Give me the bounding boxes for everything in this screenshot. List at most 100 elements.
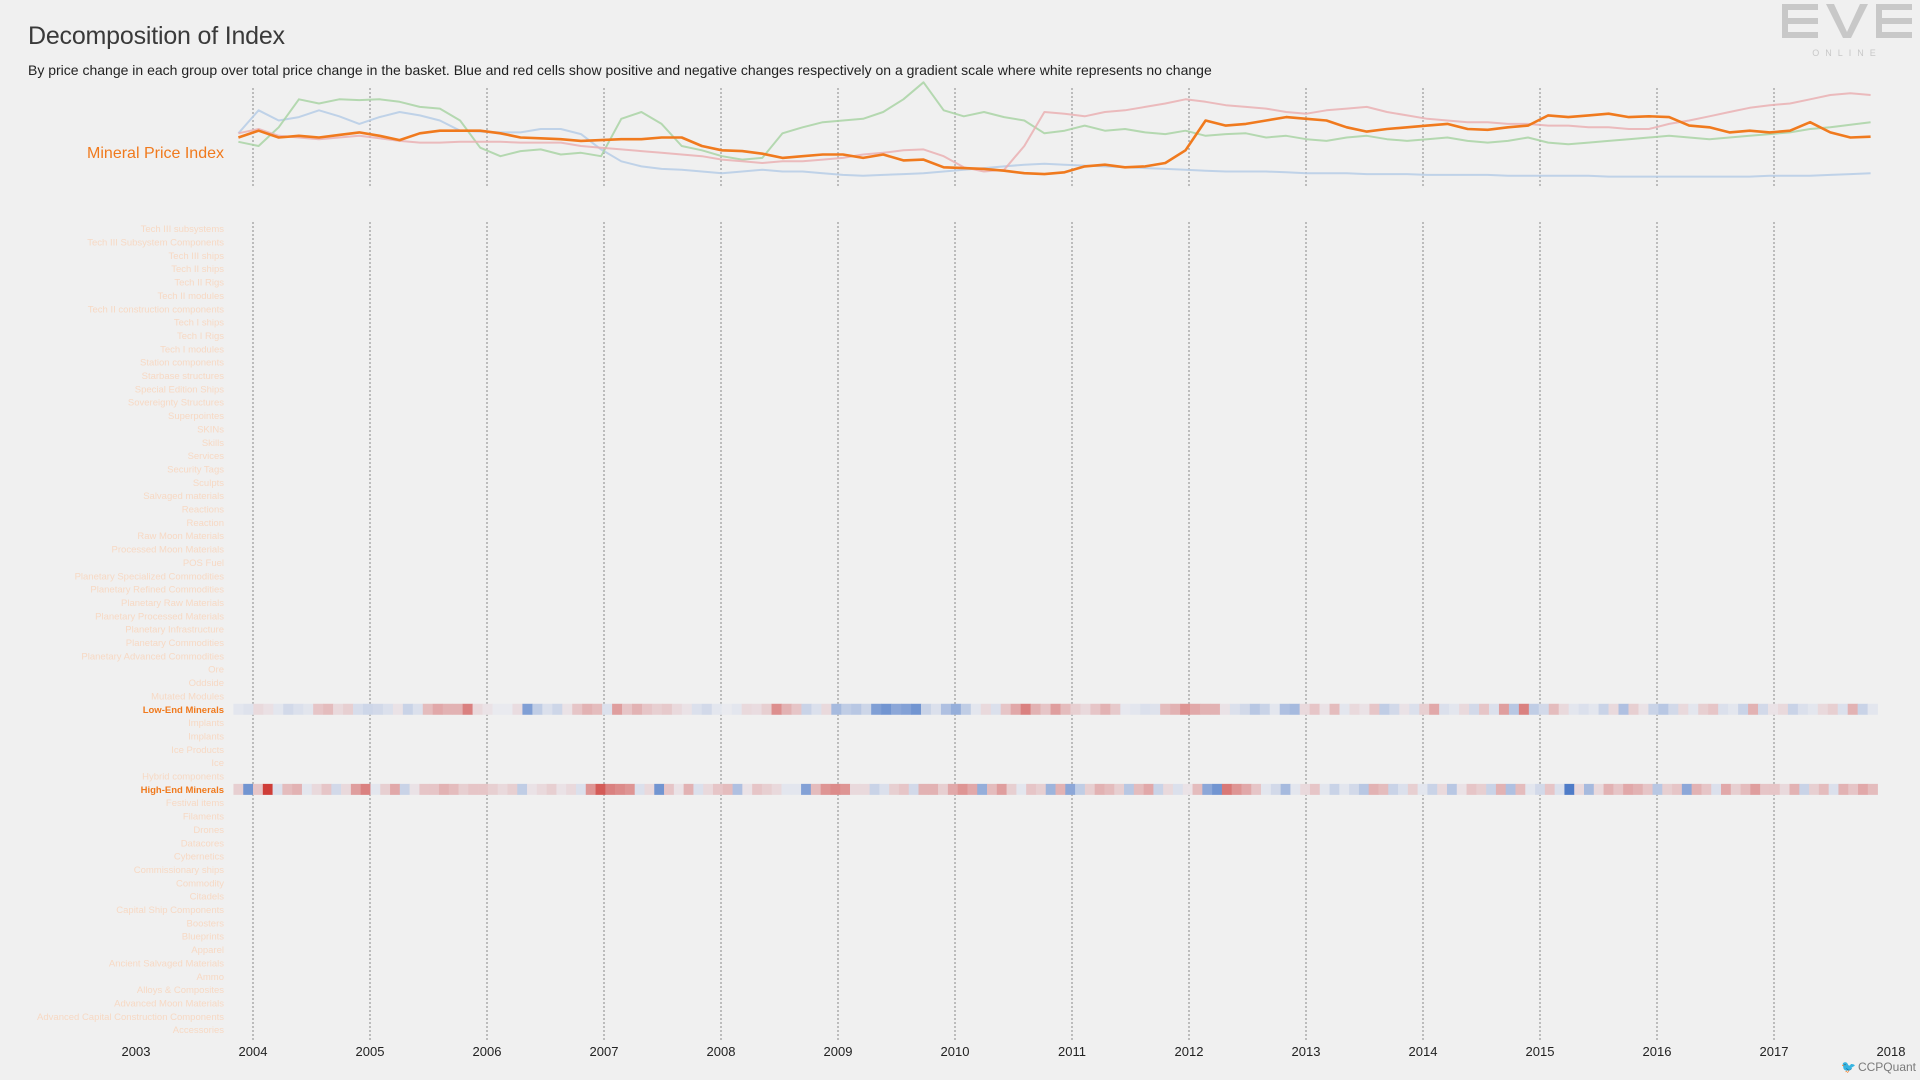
page-title: Decomposition of Index xyxy=(28,22,285,50)
heatmap-cell xyxy=(1000,703,1011,715)
heatmap-cell xyxy=(612,703,623,715)
credit: 🐦 CCPQuant xyxy=(1841,1060,1916,1074)
heatmap-cell xyxy=(1758,703,1769,715)
heatmap-cell xyxy=(1777,703,1789,715)
heatmap-cell xyxy=(532,703,543,715)
row-label: Ammo xyxy=(197,972,224,983)
heatmap-cell xyxy=(1035,783,1047,795)
heatmap-cell xyxy=(1769,783,1781,795)
heatmap-cell xyxy=(1681,783,1692,795)
heatmap-cell xyxy=(263,703,274,715)
heatmap-cell xyxy=(1750,783,1761,795)
heatmap-cell xyxy=(1202,783,1213,795)
heatmap-cell xyxy=(1182,783,1193,795)
heatmap-cell xyxy=(233,783,244,795)
heatmap-cell xyxy=(761,783,773,795)
row-label: Planetary Raw Materials xyxy=(121,598,224,609)
heatmap-cell xyxy=(751,703,762,715)
heatmap-cell xyxy=(1535,783,1546,795)
heatmap-cell xyxy=(409,783,420,795)
heatmap-cell xyxy=(1515,783,1526,795)
heatmap-cell xyxy=(1110,703,1121,715)
heatmap-cell xyxy=(1359,703,1370,715)
heatmap-cell xyxy=(605,783,616,795)
heatmap-cell xyxy=(1638,703,1649,715)
heatmap-cell xyxy=(911,703,922,715)
heatmap-cell xyxy=(1010,703,1021,715)
row-label: Tech I modules xyxy=(160,344,224,355)
heatmap-cell xyxy=(1578,703,1589,715)
heatmap-cell xyxy=(1084,783,1095,795)
heatmap-cell xyxy=(448,783,459,795)
heatmap-cell xyxy=(392,703,404,715)
heatmap-cell xyxy=(1299,703,1310,715)
heatmap-cell xyxy=(1221,783,1232,795)
heatmap-cell xyxy=(654,783,665,795)
row-label: Sovereignty Structures xyxy=(128,398,224,409)
heatmap-cell xyxy=(908,783,919,795)
heatmap-cell xyxy=(1409,703,1420,715)
heatmap-cell xyxy=(429,783,440,795)
row-label: Implants xyxy=(188,731,224,742)
heatmap-cell xyxy=(1748,703,1759,715)
row-label: Planetary Infrastructure xyxy=(125,625,224,636)
heatmap-cell xyxy=(711,703,723,715)
heatmap-cell xyxy=(1429,703,1440,715)
heatmap-cell xyxy=(996,783,1007,795)
heatmap-cell xyxy=(303,703,314,715)
heatmap-cell xyxy=(1289,703,1300,715)
heatmap-cell xyxy=(1760,783,1771,795)
heatmap-cell xyxy=(850,783,861,795)
heatmap-cell xyxy=(1133,783,1144,795)
row-label: Capital Ship Components xyxy=(116,905,224,916)
heatmap-cell xyxy=(372,703,384,715)
heatmap-cell xyxy=(1172,783,1184,795)
heatmap-cell xyxy=(1623,783,1634,795)
heatmap-cell xyxy=(360,783,371,795)
row-label: Tech I Rigs xyxy=(177,331,224,342)
heatmap-cell xyxy=(701,703,713,715)
heatmap-cell xyxy=(889,783,900,795)
heatmap-cell xyxy=(556,783,567,795)
heatmap-cell xyxy=(1446,783,1458,795)
heatmap-cell xyxy=(502,703,513,715)
row-label: Hybrid components xyxy=(142,772,224,783)
heatmap-cell xyxy=(1251,783,1262,795)
heatmap-cell xyxy=(673,783,684,795)
heatmap-cell xyxy=(380,783,391,795)
heatmap-cell xyxy=(960,703,972,715)
heatmap-cell xyxy=(1368,783,1379,795)
heatmap-cell xyxy=(1818,783,1829,795)
heatmap-cell xyxy=(781,783,792,795)
heatmap-cell xyxy=(859,783,870,795)
row-label: Advanced Moon Materials xyxy=(114,998,224,1009)
heatmap-cell xyxy=(301,783,313,795)
heatmap-cell xyxy=(869,783,880,795)
heatmap-cell xyxy=(1026,783,1037,795)
heatmap-cell xyxy=(1708,703,1719,715)
heatmap-cell xyxy=(1388,783,1399,795)
heatmap-cell xyxy=(1231,783,1242,795)
heatmap-cell xyxy=(950,703,962,715)
heatmap-cell xyxy=(1809,783,1820,795)
heatmap-cell xyxy=(1270,783,1281,795)
heatmap-cell xyxy=(472,703,483,715)
heatmap-cell xyxy=(507,783,518,795)
heatmap-cell xyxy=(1528,703,1540,715)
heatmap-cell xyxy=(1279,703,1290,715)
heatmap-cell xyxy=(1339,783,1350,795)
heatmap-cell xyxy=(1163,783,1174,795)
heatmap-cell xyxy=(1261,783,1272,795)
heatmap-cell xyxy=(1241,783,1252,795)
heatmap-cell xyxy=(468,783,479,795)
row-label: Tech II ships xyxy=(171,264,224,275)
row-label: Salvaged materials xyxy=(143,491,224,502)
heatmap-cell xyxy=(615,783,626,795)
heatmap-cell xyxy=(1070,703,1081,715)
heatmap-cell xyxy=(442,703,453,715)
heatmap-cell xyxy=(1190,703,1201,715)
heatmap-cell xyxy=(311,783,322,795)
heatmap-cell xyxy=(957,783,968,795)
heatmap-cell xyxy=(458,783,469,795)
heatmap-cell xyxy=(1389,703,1400,715)
